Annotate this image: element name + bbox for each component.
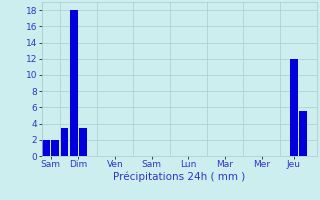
- Bar: [299, 111, 307, 156]
- Bar: [52, 140, 59, 156]
- X-axis label: Précipitations 24h ( mm ): Précipitations 24h ( mm ): [113, 172, 245, 182]
- Bar: [60, 128, 68, 156]
- Bar: [70, 10, 78, 156]
- Bar: [290, 59, 298, 156]
- Bar: [79, 128, 87, 156]
- Bar: [42, 140, 50, 156]
